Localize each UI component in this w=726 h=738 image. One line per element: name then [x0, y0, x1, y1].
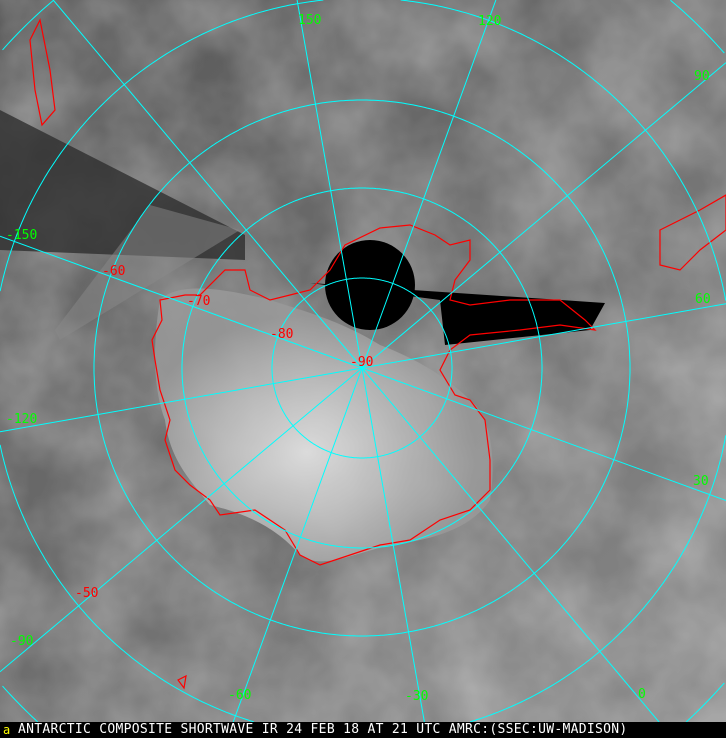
longitude-line — [361, 62, 726, 369]
image-caption: ANTARCTIC COMPOSITE SHORTWAVE IR 24 FEB … — [0, 722, 726, 738]
lon-label: 0 — [638, 687, 646, 702]
lon-label: -120 — [6, 412, 37, 427]
lon-label: 120 — [478, 14, 501, 29]
lat-label: -50 — [75, 586, 98, 601]
longitude-line — [232, 367, 363, 722]
lat-label: -60 — [102, 264, 125, 279]
new-zealand-coastline — [29, 18, 56, 127]
latitude-circle — [271, 277, 453, 459]
longitude-line — [0, 367, 363, 433]
lon-label: -60 — [228, 688, 251, 703]
lat-label: -80 — [270, 327, 293, 342]
antarctic-ice-sheet — [155, 288, 493, 562]
lat-label: -70 — [187, 294, 210, 309]
missing-data-disk — [325, 240, 415, 330]
latitude-circle — [93, 99, 631, 637]
latitude-circle — [2, 0, 725, 722]
longitude-line — [361, 0, 497, 369]
lon-label: -30 — [405, 689, 428, 704]
lon-label: -90 — [10, 634, 33, 649]
graticule-labels: 150 120 90 60 30 0 -30 -60 -90 -120 -150… — [6, 13, 711, 704]
lon-label: 60 — [695, 292, 711, 307]
longitude-line — [361, 303, 726, 369]
map-canvas: 150 120 90 60 30 0 -30 -60 -90 -120 -150… — [0, 0, 726, 722]
longitude-line — [0, 235, 363, 369]
lon-label: 150 — [298, 13, 321, 28]
longitude-line — [296, 0, 363, 369]
latitude-circle — [181, 187, 543, 549]
graticule — [0, 0, 726, 722]
missing-data-swath — [310, 283, 605, 345]
island-coastline — [177, 674, 187, 690]
longitude-line — [0, 367, 363, 673]
longitude-line — [361, 367, 726, 501]
south-america-coastline — [659, 194, 726, 271]
longitude-line — [361, 367, 660, 722]
lon-label: 30 — [693, 474, 709, 489]
longitude-line — [52, 0, 363, 369]
lon-label: -150 — [6, 228, 37, 243]
longitude-line — [361, 367, 425, 722]
latitude-circle — [0, 0, 726, 722]
lat-label: -90 — [350, 355, 373, 370]
lon-label: 90 — [694, 69, 710, 84]
logo: a — [3, 723, 11, 737]
